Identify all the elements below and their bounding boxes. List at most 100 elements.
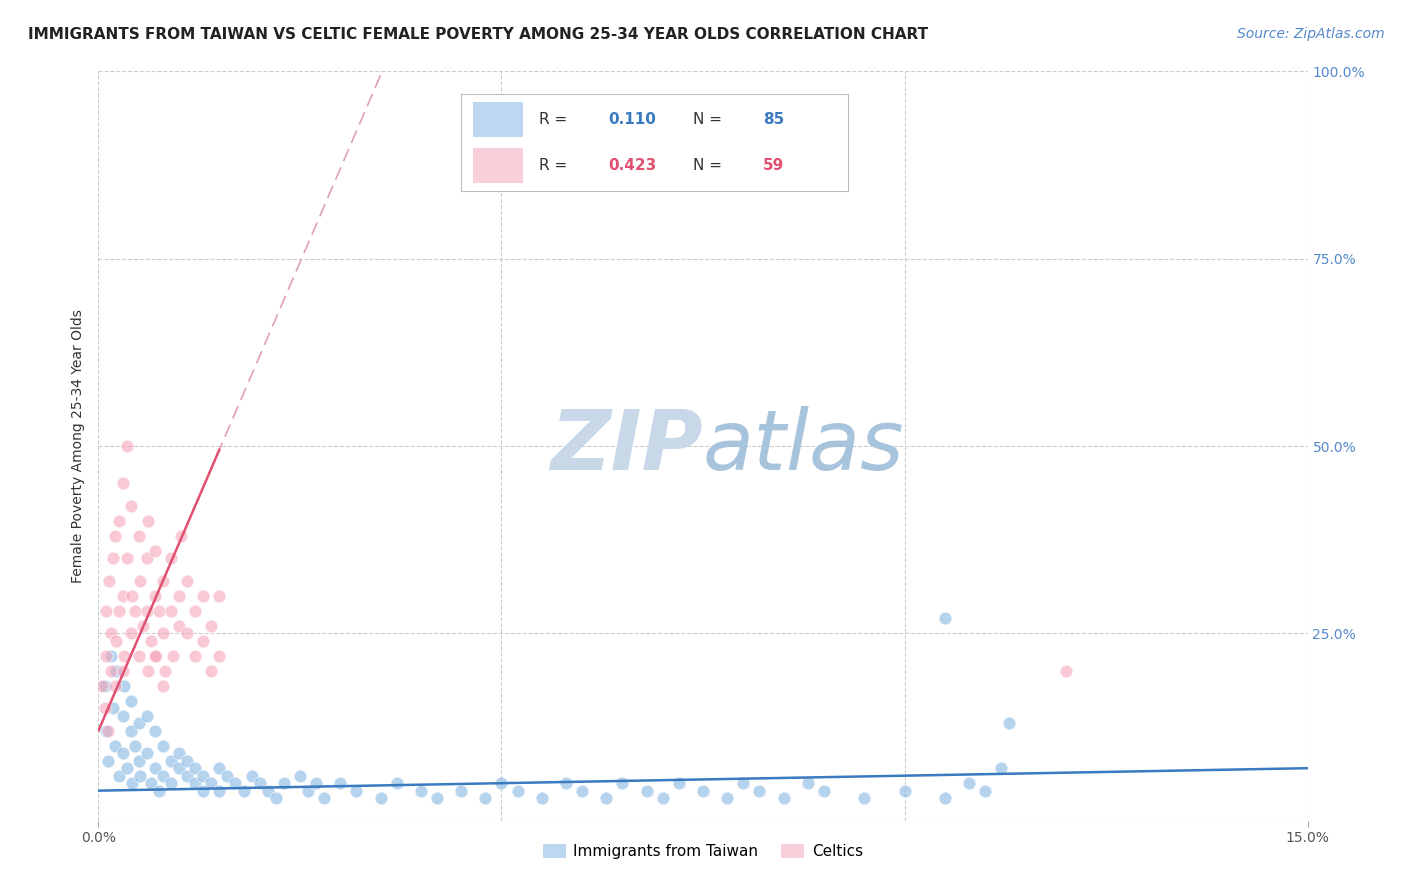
Point (555, 776, 578, 790)
Point (115, 439, 138, 453)
Point (193, 633, 215, 648)
Point (224, 776, 246, 790)
Text: atlas: atlas (703, 406, 904, 486)
Point (107, 769, 129, 783)
Point (385, 776, 408, 790)
Point (121, 589, 143, 603)
Point (853, 791, 876, 805)
Point (208, 761, 231, 775)
Point (101, 701, 124, 715)
Point (138, 664, 160, 678)
Point (152, 626, 174, 640)
Point (94, 701, 117, 715)
Point (297, 783, 319, 797)
Point (107, 604, 129, 618)
Point (120, 694, 142, 708)
Point (143, 648, 166, 663)
Point (121, 776, 143, 790)
Point (176, 769, 198, 783)
Point (264, 791, 287, 805)
Point (329, 776, 352, 790)
Point (97, 723, 120, 738)
Point (94, 679, 117, 693)
Point (167, 746, 190, 760)
Legend: Immigrants from Taiwan, Celtics: Immigrants from Taiwan, Celtics (537, 838, 869, 865)
Point (193, 769, 215, 783)
Point (193, 589, 215, 603)
Point (370, 791, 392, 805)
Point (160, 776, 183, 790)
Point (998, 716, 1021, 731)
Point (208, 783, 231, 797)
Point (152, 769, 174, 783)
Point (200, 619, 222, 633)
Point (96, 604, 118, 618)
Point (474, 791, 496, 805)
Point (506, 783, 529, 797)
Point (124, 604, 146, 618)
Point (152, 574, 174, 588)
Point (893, 783, 915, 797)
Point (115, 761, 138, 775)
Point (217, 769, 239, 783)
Point (733, 776, 755, 790)
Point (97, 754, 120, 768)
Point (111, 746, 134, 760)
Point (143, 544, 166, 558)
Point (208, 648, 231, 663)
Point (208, 589, 231, 603)
Point (97, 574, 120, 588)
Point (148, 604, 170, 618)
Point (120, 499, 142, 513)
Point (111, 589, 134, 603)
Point (530, 791, 553, 805)
Point (152, 679, 174, 693)
Point (636, 783, 658, 797)
Point (135, 551, 157, 566)
Point (103, 529, 125, 543)
Point (934, 611, 956, 625)
Point (772, 791, 794, 805)
Point (167, 589, 190, 603)
Point (129, 574, 152, 588)
Point (132, 619, 155, 633)
Point (595, 791, 617, 805)
Point (153, 664, 176, 678)
Point (409, 783, 432, 797)
Point (450, 783, 472, 797)
Point (957, 776, 980, 790)
Point (184, 604, 207, 618)
Point (169, 529, 191, 543)
Point (651, 791, 673, 805)
Point (128, 716, 150, 731)
Point (138, 514, 160, 528)
Point (96, 648, 118, 663)
Point (139, 776, 162, 790)
Point (571, 783, 593, 797)
Point (934, 791, 956, 805)
Point (612, 776, 634, 790)
Point (974, 783, 997, 797)
Point (249, 776, 271, 790)
Point (143, 589, 166, 603)
Point (120, 723, 142, 738)
Point (107, 514, 129, 528)
Point (314, 791, 336, 805)
Point (176, 626, 198, 640)
Point (232, 783, 254, 797)
Point (128, 529, 150, 543)
Point (200, 776, 222, 790)
Point (143, 761, 166, 775)
Point (344, 783, 367, 797)
Point (135, 708, 157, 723)
Text: IMMIGRANTS FROM TAIWAN VS CELTIC FEMALE POVERTY AMONG 25-34 YEAR OLDS CORRELATIO: IMMIGRANTS FROM TAIWAN VS CELTIC FEMALE … (28, 27, 928, 42)
Point (273, 776, 295, 790)
Point (111, 664, 134, 678)
Y-axis label: Female Poverty Among 25-34 Year Olds: Female Poverty Among 25-34 Year Olds (70, 309, 84, 583)
Point (990, 761, 1012, 775)
Point (305, 776, 328, 790)
Point (167, 761, 190, 775)
Point (120, 626, 142, 640)
Point (160, 551, 183, 566)
Point (128, 754, 150, 768)
